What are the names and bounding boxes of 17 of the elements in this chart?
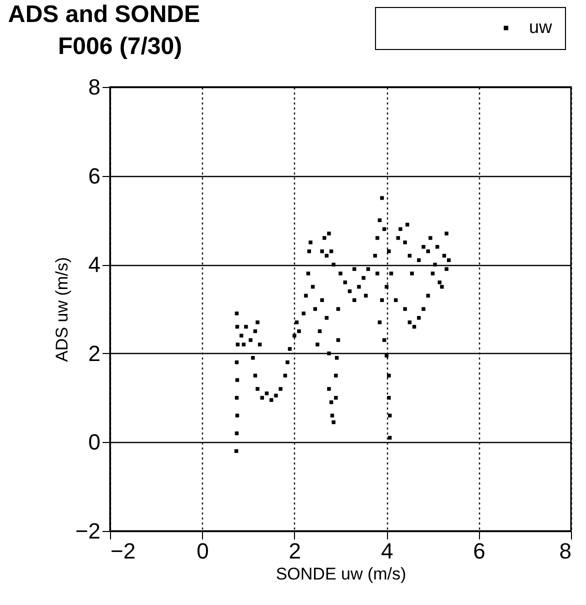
x-tick-label: 4 [380, 538, 394, 564]
y-tick-label: −2 [75, 518, 100, 544]
x-tick-label: 6 [473, 538, 486, 564]
y-tick-label: 8 [88, 74, 100, 100]
x-tick-label: 2 [288, 538, 302, 564]
y-tick-label: 0 [88, 430, 100, 455]
x-tick-label: 0 [196, 538, 209, 564]
text: ADS and SONDE [8, 1, 200, 28]
text: F006 (7/30) [58, 33, 182, 60]
x-tick-label: −2 [110, 538, 136, 564]
x-tick-label: 8 [559, 538, 572, 564]
y-axis-title: ADS uw (m/s) [52, 257, 72, 362]
legend-label: uw [529, 17, 554, 37]
y-tick-label: 2 [88, 340, 100, 366]
y-tick-label: 6 [88, 163, 100, 188]
x-axis-title: SONDE uw (m/s) [276, 564, 406, 584]
y-tick-label: 4 [88, 252, 100, 278]
